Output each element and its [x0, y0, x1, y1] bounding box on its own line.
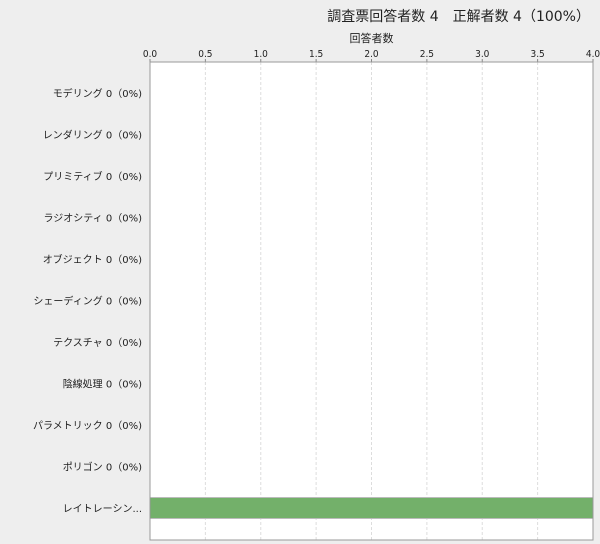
plot-border [149, 61, 594, 541]
category-label: オブジェクト 0（0%) [43, 253, 142, 266]
category-label: ポリゴン 0（0%) [63, 461, 142, 474]
category-label: モデリング 0（0%) [53, 87, 142, 100]
x-tick-label: 0.5 [198, 49, 212, 60]
x-tick-label: 0.0 [143, 49, 158, 60]
plot-area [150, 62, 593, 540]
x-axis-label: 回答者数 [349, 32, 394, 45]
x-tick-label: 1.0 [254, 49, 269, 60]
category-label: パラメトリック 0（0%) [33, 420, 142, 432]
category-label: シェーディング 0（0%) [33, 295, 142, 308]
bar [149, 497, 594, 519]
x-tick-label: 2.0 [364, 49, 379, 60]
x-tick-label: 3.5 [530, 49, 544, 60]
x-tick-label: 1.5 [309, 49, 323, 60]
chart-title: 調査票回答者数 4 正解者数 4（100%） [327, 9, 590, 25]
category-label: レンダリング 0（0%) [43, 129, 142, 142]
x-tick-label: 3.0 [475, 49, 490, 60]
category-label: プリミティブ 0（0%) [43, 170, 142, 183]
x-tick-label: 4.0 [586, 49, 600, 60]
category-label: ラジオシティ 0（0%) [43, 213, 142, 225]
category-label: 陰線処理 0（0%) [63, 378, 142, 391]
x-tick-label: 2.5 [420, 49, 434, 60]
category-label: テクスチャ 0（0%) [53, 337, 142, 349]
category-label: レイトレーシン... [63, 504, 142, 515]
